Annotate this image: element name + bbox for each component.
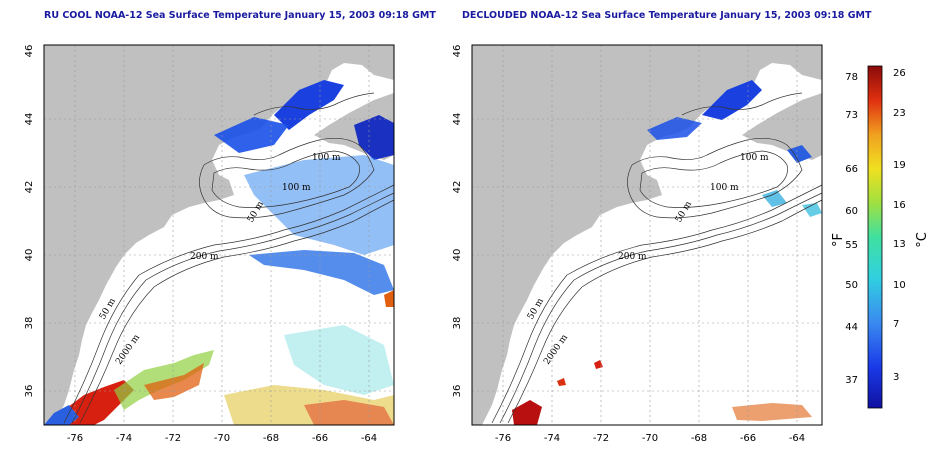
- colorbar: 78 73 66 60 55 50 44 37 26 23 19 16 13 1…: [831, 65, 930, 409]
- left-map-panel: 100 m 100 m 50 m 200 m 50 m 2000 m -76 -…: [24, 44, 395, 444]
- colorbar-c-tick: 10: [893, 280, 906, 291]
- colorbar-celsius-unit: °C: [915, 232, 930, 248]
- contour-label-100m-a: 100 m: [312, 153, 341, 163]
- colorbar-f-tick: 73: [845, 110, 858, 121]
- lon-tick: -64: [789, 433, 805, 444]
- lat-tick: 44: [24, 113, 35, 126]
- colorbar-c-tick: 26: [893, 68, 906, 79]
- map-frame: [471, 44, 823, 426]
- lat-tick: 38: [24, 317, 35, 330]
- colorbar-f-tick: 78: [845, 72, 858, 83]
- colorbar-f-tick: 50: [845, 280, 858, 291]
- lon-tick: -72: [165, 433, 181, 444]
- contour-label-200m: 200 m: [190, 252, 219, 262]
- lat-tick: 46: [452, 45, 463, 58]
- lon-tick: -74: [116, 433, 132, 444]
- colorbar-celsius-ticks: 26 23 19 16 13 10 7 3: [893, 68, 906, 383]
- colorbar-f-tick: 44: [845, 322, 858, 333]
- lat-tick: 40: [452, 249, 463, 262]
- contour-label-100m-b: 100 m: [710, 183, 739, 193]
- lon-tick: -70: [214, 433, 230, 444]
- colorbar-f-tick: 66: [845, 164, 858, 175]
- colorbar-c-tick: 13: [893, 239, 906, 250]
- map-grid: [472, 45, 822, 425]
- map-grid: [44, 45, 394, 425]
- map-title-raw: RU COOL NOAA-12 Sea Surface Temperature …: [44, 10, 436, 21]
- lat-tick: 40: [24, 249, 35, 262]
- lat-tick: 38: [452, 317, 463, 330]
- lat-tick: 36: [24, 385, 35, 398]
- lon-tick: -66: [740, 433, 756, 444]
- contour-label-200m: 200 m: [618, 252, 647, 262]
- lat-tick: 42: [452, 181, 463, 194]
- lon-tick: -72: [593, 433, 609, 444]
- map-title-declouded: DECLOUDED NOAA-12 Sea Surface Temperatur…: [462, 10, 872, 21]
- lon-tick: -64: [361, 433, 377, 444]
- lon-tick: -70: [642, 433, 658, 444]
- lat-tick: 46: [24, 45, 35, 58]
- contour-label-100m-a: 100 m: [740, 153, 769, 163]
- colorbar-c-tick: 3: [893, 372, 899, 383]
- lon-tick: -66: [312, 433, 328, 444]
- colorbar-fahrenheit-unit: °F: [831, 233, 846, 247]
- lon-axis: -76 -74 -72 -70 -68 -66 -64: [495, 433, 805, 444]
- right-map-panel: 100 m 100 m 50 m 200 m 50 m 2000 m -76 -…: [452, 44, 823, 444]
- colorbar-gradient: [867, 65, 883, 409]
- lat-axis: 36 38 40 42 44 46: [24, 45, 35, 398]
- contour-label-100m-b: 100 m: [282, 183, 311, 193]
- colorbar-f-tick: 37: [845, 375, 858, 386]
- colorbar-c-tick: 7: [893, 319, 899, 330]
- colorbar-f-tick: 55: [845, 240, 858, 251]
- lon-tick: -74: [544, 433, 560, 444]
- colorbar-c-tick: 19: [893, 160, 906, 171]
- lon-tick: -68: [263, 433, 279, 444]
- sst-data-layer: [512, 80, 822, 425]
- lat-axis: 36 38 40 42 44 46: [452, 45, 463, 398]
- lat-tick: 36: [452, 385, 463, 398]
- lat-tick: 44: [452, 113, 463, 126]
- colorbar-f-tick: 60: [845, 206, 858, 217]
- colorbar-c-tick: 23: [893, 108, 906, 119]
- sst-data-layer: [44, 80, 394, 425]
- colorbar-fahrenheit-ticks: 78 73 66 60 55 50 44 37: [845, 72, 858, 386]
- lon-tick: -68: [691, 433, 707, 444]
- lon-axis: -76 -74 -72 -70 -68 -66 -64: [67, 433, 377, 444]
- map-frame: [43, 44, 395, 426]
- lon-tick: -76: [67, 433, 83, 444]
- lon-tick: -76: [495, 433, 511, 444]
- lat-tick: 42: [24, 181, 35, 194]
- colorbar-c-tick: 16: [893, 200, 906, 211]
